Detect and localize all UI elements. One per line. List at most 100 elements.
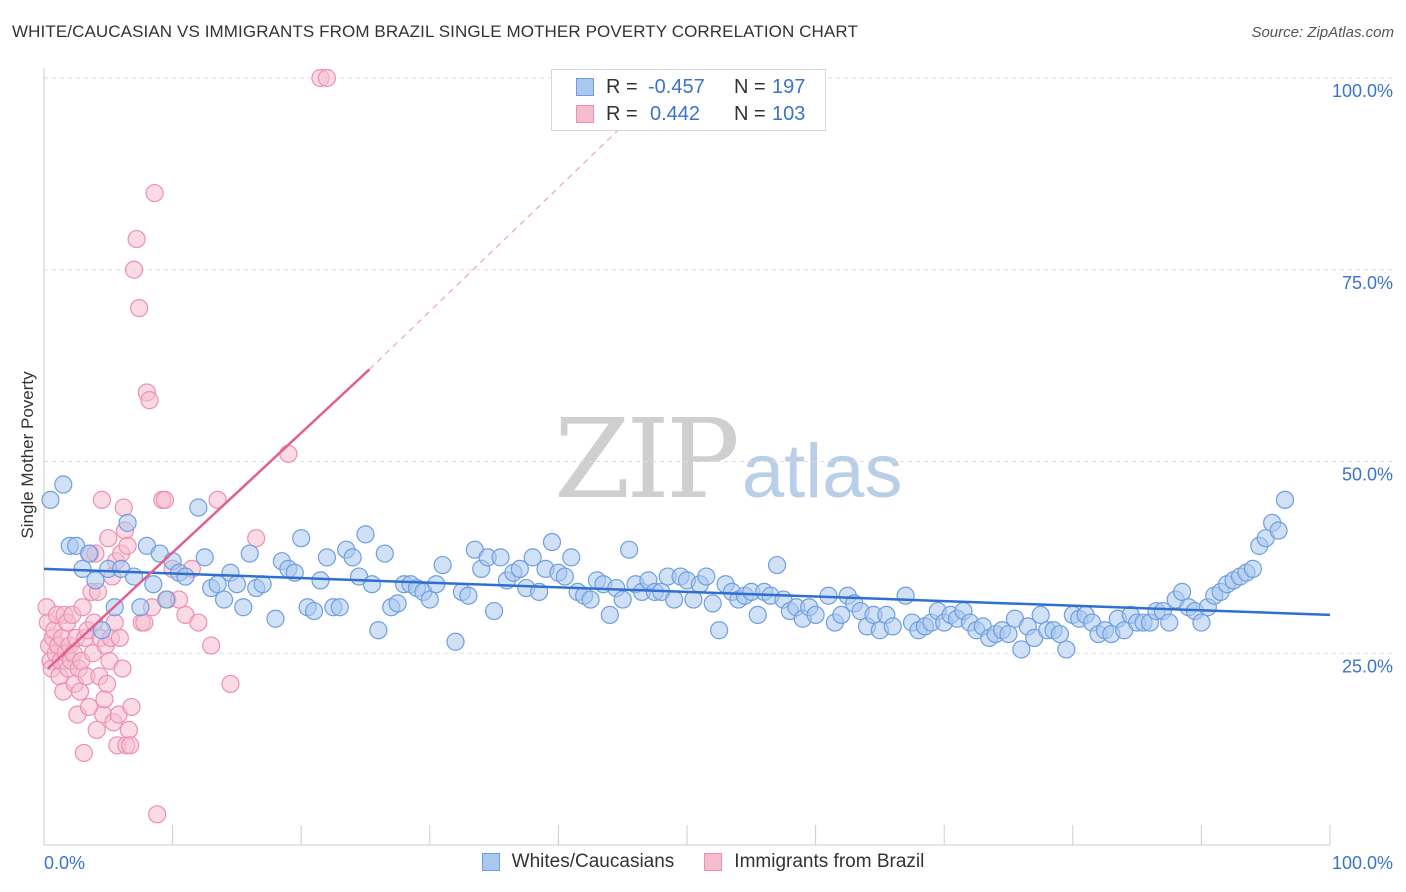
white-point <box>620 540 639 559</box>
white-point <box>883 617 902 636</box>
white-point <box>600 605 619 625</box>
series-swatch-pink <box>704 853 723 871</box>
chart-title: WHITE/CAUCASIAN VS IMMIGRANTS FROM BRAZI… <box>12 22 858 41</box>
brazil-trend-line <box>47 368 371 670</box>
legend-row-brazil: R = 0.442 N = 103 <box>576 101 805 127</box>
y-tick-label: 100.0% <box>1332 81 1393 101</box>
white-point <box>214 590 234 609</box>
watermark-atlas: atlas <box>741 429 903 514</box>
legend-row-whites: R = -0.457 N = 197 <box>576 74 805 100</box>
white-point <box>1050 624 1070 644</box>
white-point <box>1269 521 1288 540</box>
white-point <box>1160 613 1179 632</box>
brazil-point <box>97 674 117 694</box>
y-tick-label: 75.0% <box>1342 273 1393 293</box>
series-swatch-blue <box>481 853 500 871</box>
brazil-point <box>110 628 129 648</box>
white-point <box>266 609 285 628</box>
brazil-point <box>189 613 208 632</box>
brazil-point <box>119 720 138 740</box>
white-point <box>1012 640 1031 659</box>
brazil-point <box>124 260 144 279</box>
white-point <box>684 590 703 609</box>
white-trend-line <box>43 567 1331 617</box>
white-point <box>1243 559 1262 578</box>
brazil-point <box>208 490 227 509</box>
correlation-legend: R = -0.457 N = 197 R = 0.442 N = 103 <box>551 69 826 131</box>
y-tick-label: 25.0% <box>1342 656 1393 676</box>
brazil-point <box>73 598 92 617</box>
brazil-point <box>114 498 133 517</box>
white-point <box>195 548 214 567</box>
white-point <box>420 590 439 609</box>
white-point <box>92 621 111 640</box>
white-point <box>665 590 684 609</box>
white-point <box>388 594 407 613</box>
y-axis-title: Single Mother Poverty <box>18 371 37 539</box>
white-point <box>581 590 600 609</box>
white-point <box>510 559 529 578</box>
white-point <box>896 586 915 605</box>
white-point <box>1173 582 1192 601</box>
white-point <box>1057 640 1076 659</box>
white-point <box>304 601 324 621</box>
white-point <box>375 544 394 563</box>
white-point <box>240 544 259 563</box>
white-point <box>311 571 330 590</box>
legend-r-value: 0.442 <box>650 102 701 125</box>
white-point <box>292 529 311 548</box>
brazil-point <box>247 529 266 548</box>
brazil-point <box>317 68 337 88</box>
series-legend: Whites/Caucasians Immigrants from Brazil <box>0 851 1406 873</box>
white-point <box>157 590 176 609</box>
series-legend-whites[interactable]: Whites/Caucasians <box>481 851 674 873</box>
white-point <box>79 544 99 563</box>
series-legend-brazil[interactable]: Immigrants from Brazil <box>704 851 924 873</box>
white-point <box>999 624 1018 644</box>
legend-r-label: R = <box>606 75 638 98</box>
white-point <box>343 548 362 567</box>
brazil-point <box>74 743 93 763</box>
white-point <box>227 575 246 594</box>
white-point <box>710 621 729 640</box>
white-point <box>767 555 787 575</box>
legend-n-value: 197 <box>772 75 806 98</box>
white-point <box>806 605 825 625</box>
brazil-point <box>221 674 240 694</box>
white-point <box>118 513 137 532</box>
brazil-point <box>118 536 137 555</box>
brazil-point <box>145 183 164 203</box>
white-point <box>523 548 542 567</box>
brazil-point <box>140 391 159 410</box>
x-tick-label: 0.0% <box>44 853 85 873</box>
brazil-point <box>113 659 132 678</box>
white-point <box>234 598 253 617</box>
white-point <box>562 548 581 567</box>
white-point <box>41 490 60 509</box>
brazil-point <box>95 690 114 709</box>
y-tick-label: 50.0% <box>1342 465 1393 485</box>
source-label: Source: ZipAtlas.com <box>1251 24 1394 41</box>
white-point <box>144 575 163 594</box>
white-point <box>1031 605 1050 625</box>
brazil-point <box>87 720 106 740</box>
brazil-point <box>121 736 140 755</box>
white-point <box>189 498 208 517</box>
brazil-trend-extension <box>368 100 649 370</box>
series-label-brazil: Immigrants from Brazil <box>734 851 925 872</box>
brazil-point <box>155 490 174 509</box>
x-tick-label: 100.0% <box>1332 853 1393 873</box>
brazil-point <box>79 697 99 717</box>
legend-r-value: -0.457 <box>648 75 705 98</box>
white-point <box>459 586 478 605</box>
legend-r-label: R = <box>606 102 638 125</box>
brazil-point <box>127 229 146 249</box>
white-point <box>832 605 851 625</box>
white-point <box>748 605 767 625</box>
white-point <box>356 525 375 544</box>
white-point <box>317 548 337 567</box>
white-point <box>369 621 388 640</box>
white-point <box>1275 490 1295 509</box>
white-point <box>697 567 716 586</box>
